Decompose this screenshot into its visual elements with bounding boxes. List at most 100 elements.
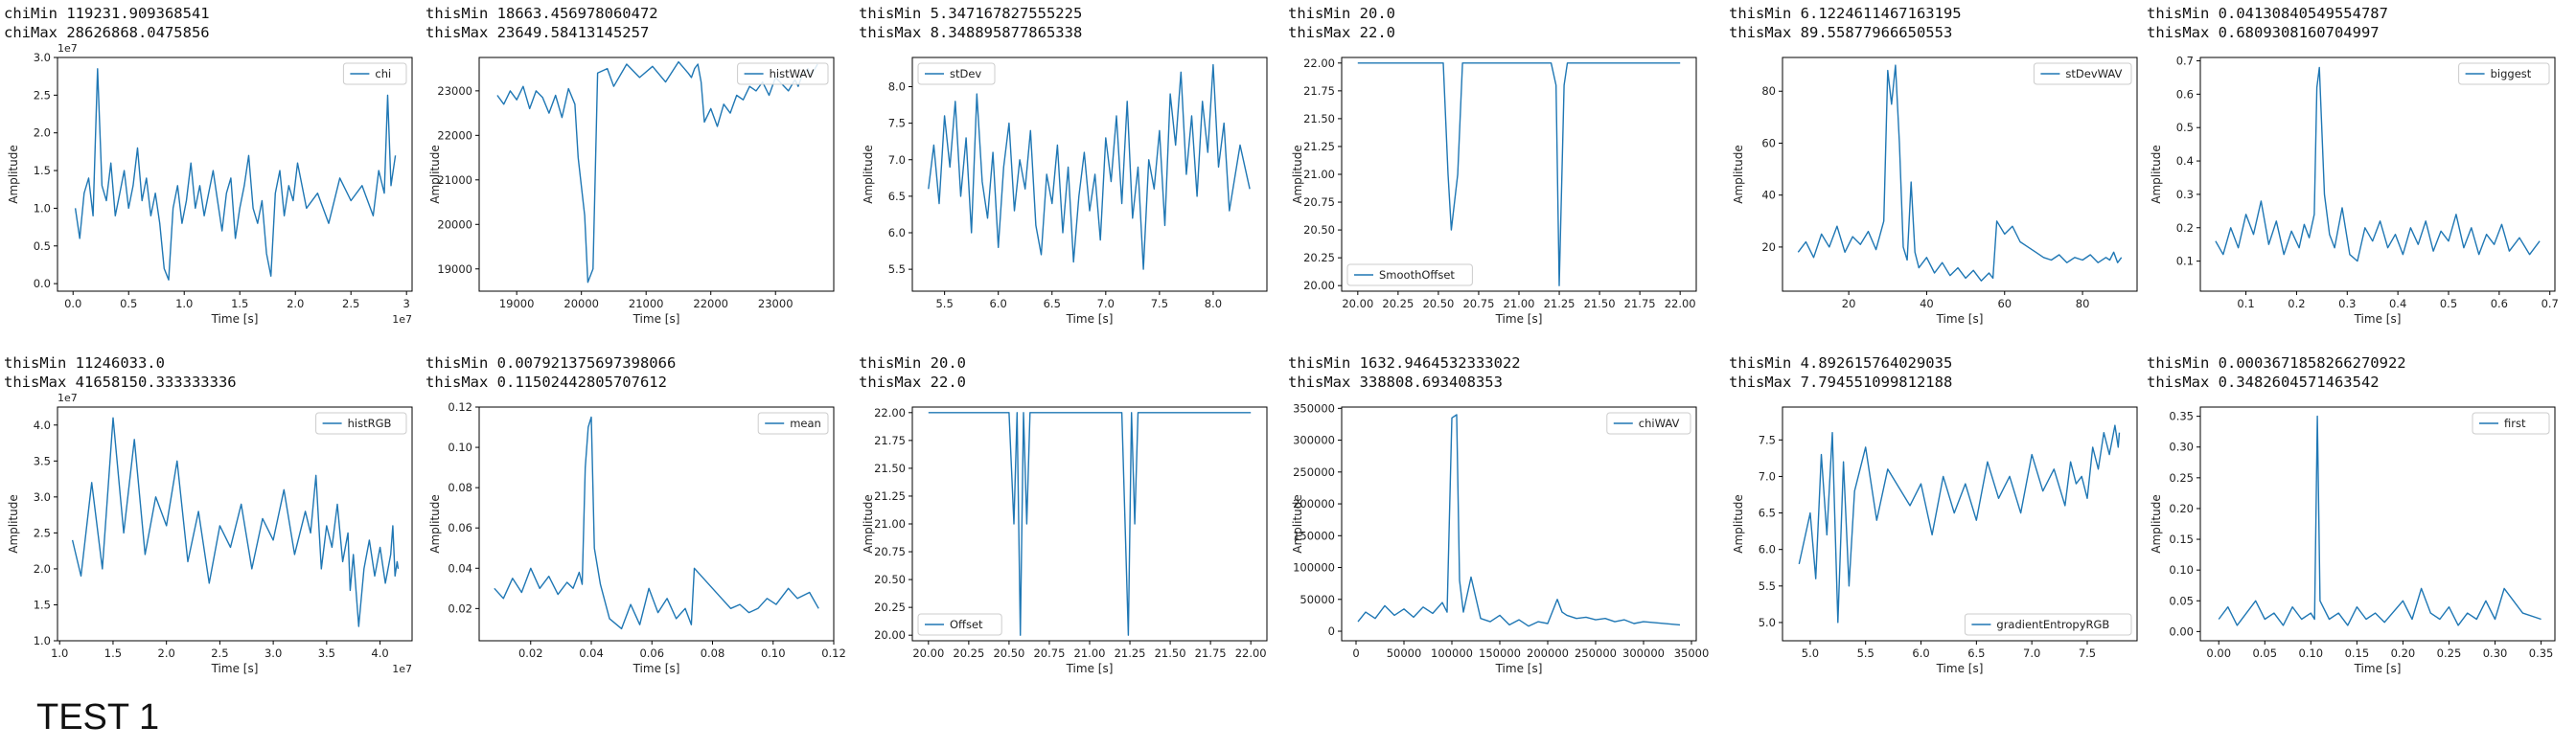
chart-header: thisMin 1632.9464532333022 thisMax 338808… — [1288, 353, 1521, 392]
series-line-chiWAV — [1357, 414, 1681, 627]
x-tick-label: 20.00 — [1342, 297, 1373, 310]
x-offset-label: 1e7 — [392, 313, 412, 326]
x-tick-label: 19000 — [499, 297, 535, 310]
y-tick-label: 80 — [1761, 84, 1776, 98]
chart-chiWAV: 0 50000 100000 150000 200000 250000 300000 3500… — [1284, 350, 1715, 689]
x-tick-label: 21.50 — [1155, 647, 1186, 660]
x-tick-label: 0.5 — [120, 297, 137, 310]
y-tick-label: 20.50 — [874, 573, 906, 586]
legend: chiWAV — [1606, 412, 1691, 435]
x-tick-label: 21.50 — [1584, 297, 1616, 310]
chart-header: thisMin 0.04130840549554787 thisMax 0.680… — [2147, 4, 2388, 42]
chart-svg: 0.02 0.04 0.06 0.08 0.10 0.12 0.02 0.04 0.06 0.08… — [428, 400, 846, 675]
header-max-line: thisMax 22.0 — [1288, 24, 1395, 41]
x-tick-label: 0.2 — [2288, 297, 2305, 310]
header-min-line: thisMin 0.0003671858266270922 — [2147, 354, 2406, 372]
y-tick-label: 300000 — [1293, 434, 1335, 447]
legend: stDev — [917, 62, 996, 85]
x-tick-label: 0.10 — [2299, 647, 2324, 660]
header-min-line: thisMin 20.0 — [1288, 5, 1395, 22]
legend-box — [917, 62, 996, 85]
chart-header: thisMin 0.0003671858266270922 thisMax 0.3… — [2147, 353, 2406, 392]
y-tick-label: 22000 — [437, 128, 472, 142]
header-max-line: thisMax 7.794551099812188 — [1729, 374, 1953, 391]
y-tick-label: 2.0 — [34, 126, 51, 140]
x-tick-label: 8.0 — [1205, 297, 1222, 310]
x-tick-label: 20.00 — [912, 647, 944, 660]
x-tick-label: 20.25 — [1382, 297, 1414, 310]
y-tick-label: 21.25 — [874, 489, 906, 503]
header-max-line: thisMax 23649.58413145257 — [426, 24, 650, 41]
x-tick-label: 0.0 — [64, 297, 81, 310]
header-min-line: thisMin 18663.456978060472 — [426, 5, 658, 22]
header-min-line: thisMin 5.347167827555225 — [859, 5, 1083, 22]
x-tick-label: 1.5 — [104, 647, 122, 660]
chart-header: thisMin 20.0 thisMax 22.0 — [1288, 4, 1395, 42]
x-tick-label: 20.75 — [1462, 297, 1494, 310]
series-line-SmoothOffset — [1357, 62, 1681, 286]
header-min-line: thisMin 6.1224611467163195 — [1729, 5, 1962, 22]
x-tick-label: 0 — [1352, 647, 1359, 660]
y-tick-label: 6.5 — [888, 190, 906, 203]
legend-box — [2033, 62, 2132, 85]
legend: SmoothOffset — [1346, 263, 1473, 286]
x-tick-label: 21.75 — [1195, 647, 1227, 660]
y-tick-label: 1.0 — [34, 634, 51, 647]
x-tick-label: 0.15 — [2345, 647, 2370, 660]
chart-svg: 0.1 0.2 0.3 0.4 0.5 0.6 0.7 0.1 0.2 0.3 0.4 0.5 0.6 0… — [2150, 54, 2559, 326]
legend-box — [737, 62, 829, 85]
chart-svg: 0 50000 100000 150000 200000 250000 300000 3500… — [1291, 401, 1709, 675]
x-axis-label: Time [s] — [632, 312, 680, 326]
x-tick-label: 22000 — [693, 297, 728, 310]
y-tick-label: 0.20 — [2169, 502, 2194, 515]
y-tick-label: 0.15 — [2169, 533, 2194, 546]
y-tick-label: 0.0 — [34, 277, 51, 290]
chart-header: thisMin 5.347167827555225 thisMax 8.34889… — [859, 4, 1082, 42]
plot-frame — [478, 57, 835, 292]
y-tick-label: 0.10 — [2169, 563, 2194, 577]
x-tick-label: 20.75 — [1033, 647, 1065, 660]
chart-histRGB: 1.0 1.5 2.0 2.5 3.0 3.5 4.0 1.0 1.5 2.0 2.5 3.0 3.5 4… — [0, 350, 431, 689]
y-tick-label: 19000 — [437, 262, 472, 276]
x-tick-label: 7.5 — [2079, 647, 2096, 660]
header-max-line: thisMax 8.348895877865338 — [859, 24, 1083, 41]
header-max-line: chiMax 28626868.0475856 — [4, 24, 210, 41]
plot-frame — [57, 57, 413, 292]
x-tick-label: 20 — [1842, 297, 1856, 310]
y-tick-label: 0.7 — [2176, 54, 2194, 67]
y-tick-label: 20000 — [437, 217, 472, 231]
chart-header: thisMin 4.892615764029035 thisMax 7.79455… — [1729, 353, 1952, 392]
y-axis-label: Amplitude — [862, 494, 875, 554]
y-tick-label: 7.0 — [888, 153, 906, 167]
y-tick-label: 5.5 — [888, 262, 906, 276]
x-tick-label: 21.00 — [1074, 647, 1106, 660]
legend-label: Offset — [950, 618, 983, 631]
x-tick-label: 0.6 — [2491, 297, 2508, 310]
x-tick-label: 0.04 — [579, 647, 604, 660]
y-tick-label: 22.00 — [874, 406, 906, 420]
y-tick-label: 3.0 — [34, 490, 51, 504]
header-min-line: thisMin 1632.9464532333022 — [1288, 354, 1521, 372]
plot-frame — [478, 406, 835, 642]
x-tick-label: 0.7 — [2542, 297, 2559, 310]
x-tick-label: 0.20 — [2391, 647, 2416, 660]
legend-label: stDev — [950, 67, 981, 80]
x-tick-label: 0.3 — [2338, 297, 2356, 310]
legend: biggest — [2458, 62, 2550, 85]
legend-label: first — [2504, 417, 2526, 430]
y-tick-label: 4.0 — [34, 419, 51, 432]
y-tick-label: 3.0 — [34, 51, 51, 64]
x-axis-label: Time [s] — [2354, 662, 2402, 675]
y-tick-label: 0.05 — [2169, 594, 2194, 607]
header-max-line: thisMax 22.0 — [859, 374, 966, 391]
y-tick-label: 22.00 — [1303, 57, 1335, 70]
chart-SmoothOffset: 20.00 20.25 20.50 20.75 21.00 21.25 21.50 21.75… — [1284, 0, 1715, 339]
x-tick-label: 0.35 — [2529, 647, 2554, 660]
x-tick-label: 6.5 — [1967, 647, 1985, 660]
x-tick-label: 3.0 — [264, 647, 282, 660]
y-tick-label: 0.00 — [2169, 624, 2194, 638]
plot-frame — [1782, 57, 2138, 292]
y-tick-label: 200000 — [1293, 497, 1335, 511]
y-axis-label: Amplitude — [428, 145, 442, 204]
y-tick-label: 20.25 — [874, 601, 906, 614]
